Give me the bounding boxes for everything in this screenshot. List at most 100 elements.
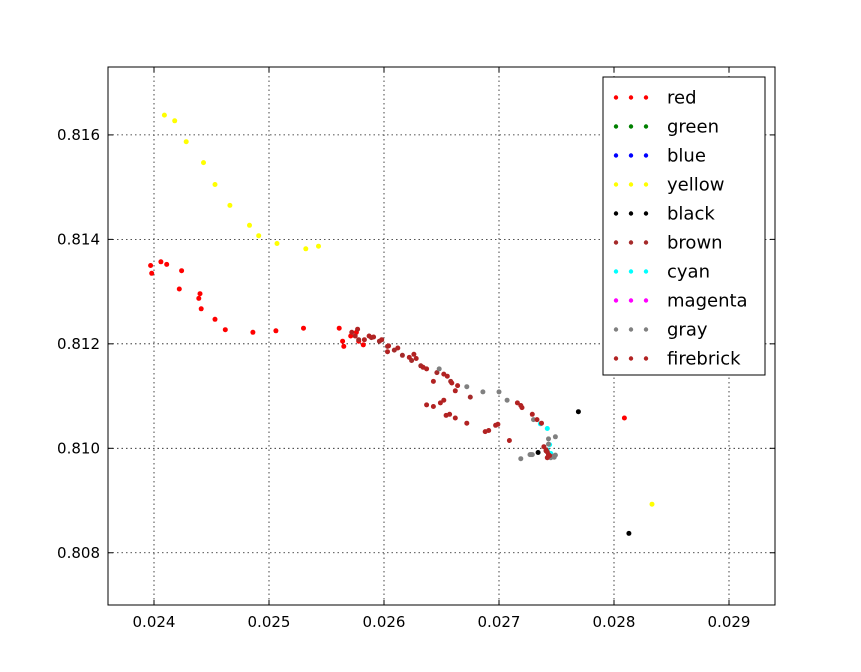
legend-marker: [628, 211, 634, 216]
y-tick-labels: 0.808 0.810 0.812 0.814 0.816: [57, 126, 100, 562]
data-point-firebrick: [430, 404, 436, 409]
data-points: [148, 112, 655, 536]
legend-marker: [643, 153, 649, 158]
data-point-firebrick: [452, 388, 458, 394]
legend-marker: [613, 211, 619, 216]
x-tick-labels: 0.024 0.025 0.026 0.027 0.028 0.029: [133, 613, 751, 631]
data-point-firebrick: [424, 366, 430, 372]
data-point-firebrick: [352, 333, 358, 339]
data-point-firebrick: [539, 420, 544, 426]
legend-marker: [643, 211, 649, 216]
data-point-gray: [496, 389, 502, 395]
plot-frame: [107, 66, 776, 606]
legend-label: magenta: [667, 291, 748, 312]
data-point-firebrick: [386, 343, 392, 349]
data-point-firebrick: [413, 356, 419, 361]
data-point-firebrick: [449, 380, 455, 386]
legend-entry: green: [613, 117, 719, 138]
legend-marker: [628, 124, 634, 129]
data-point-firebrick: [349, 329, 355, 335]
y-tick-label: 0.816: [57, 126, 100, 144]
legend-label: blue: [667, 146, 706, 167]
legend-entry: red: [613, 88, 697, 109]
data-point-gray: [552, 434, 558, 440]
legend-entry: gray: [613, 320, 708, 341]
data-point-firebrick: [455, 383, 461, 389]
legend-entry: cyan: [613, 262, 710, 283]
data-point-red: [621, 415, 627, 421]
grid-lines: [108, 67, 775, 605]
data-point-red: [197, 291, 203, 297]
legend-marker: [613, 269, 619, 274]
data-point-firebrick: [371, 334, 377, 340]
y-tick-label: 0.814: [57, 230, 100, 248]
legend-marker: [613, 298, 619, 303]
data-point-firebrick: [544, 455, 550, 461]
data-point-firebrick: [361, 337, 367, 343]
legend-marker: [628, 269, 634, 274]
legend-marker: [628, 95, 634, 100]
data-point-firebrick: [406, 354, 412, 360]
data-point-yellow: [247, 222, 252, 228]
data-point-firebrick: [506, 438, 512, 443]
legend-marker: [613, 124, 619, 129]
legend-marker: [613, 182, 619, 187]
legend-entry: yellow: [613, 175, 724, 196]
data-point-gray: [504, 397, 510, 403]
data-point-firebrick: [366, 333, 372, 339]
data-point-firebrick: [411, 351, 417, 357]
data-point-firebrick: [486, 428, 492, 433]
data-point-black: [626, 530, 632, 536]
legend-entry: firebrick: [613, 349, 741, 370]
legend-label: brown: [667, 233, 723, 254]
data-point-yellow: [183, 139, 189, 145]
data-point-gray: [546, 436, 551, 442]
legend-marker: [628, 356, 634, 361]
data-point-red: [149, 270, 155, 276]
data-point-firebrick: [385, 349, 390, 355]
legend-marker: [628, 327, 634, 332]
legend-marker: [643, 298, 649, 303]
y-tick-label: 0.808: [57, 544, 100, 562]
legend-label: cyan: [667, 262, 710, 283]
data-point-firebrick: [424, 402, 430, 408]
data-point-black: [535, 450, 541, 455]
data-point-red: [198, 306, 204, 312]
legend-entry: black: [613, 204, 715, 225]
data-point-cyan: [544, 426, 550, 431]
data-point-red: [301, 325, 306, 331]
legend-marker: [628, 153, 634, 158]
data-point-yellow: [649, 501, 655, 507]
data-point-gray: [531, 417, 536, 423]
data-point-brown: [434, 370, 440, 376]
data-point-firebrick: [495, 421, 501, 427]
data-point-red: [212, 316, 218, 322]
data-point-firebrick: [534, 417, 540, 423]
data-point-red: [341, 343, 347, 349]
x-tick-label: 0.028: [593, 613, 636, 631]
data-point-gray: [552, 452, 558, 458]
legend-marker: [628, 182, 634, 187]
legend-label: red: [667, 88, 697, 109]
data-point-firebrick: [514, 400, 520, 406]
legend-marker: [613, 327, 619, 332]
legend-marker: [643, 182, 649, 187]
data-point-firebrick: [529, 411, 535, 417]
data-point-black: [575, 409, 581, 415]
data-point-red: [148, 263, 154, 268]
y-tick-label: 0.810: [57, 439, 100, 457]
data-point-yellow: [274, 241, 280, 246]
legend: red green blue yellow black brown cyan magenta g…: [602, 76, 766, 376]
legend-marker: [613, 95, 619, 100]
data-point-brown: [467, 394, 473, 400]
data-point-firebrick: [447, 411, 453, 417]
data-point-firebrick: [395, 345, 401, 351]
legend-label: green: [667, 117, 719, 138]
data-point-firebrick: [464, 420, 470, 426]
legend-marker: [613, 240, 619, 245]
data-point-yellow: [212, 182, 218, 187]
legend-label: yellow: [667, 175, 724, 196]
data-point-brown: [399, 352, 405, 358]
data-point-firebrick: [355, 326, 361, 332]
